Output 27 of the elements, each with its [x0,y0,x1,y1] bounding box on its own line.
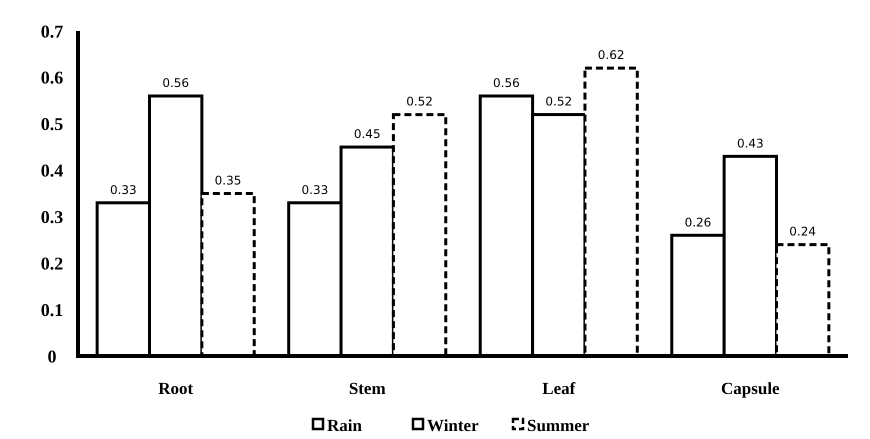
x-tick-label: Root [158,379,194,398]
y-tick-label: 0 [48,346,56,366]
data-label: 0.26 [684,215,712,230]
y-tick-label: 0.4 [40,160,64,181]
data-label: 0.33 [110,182,137,197]
y-tick-label: 0.3 [40,207,64,228]
data-label: 0.24 [789,224,816,239]
x-tick-label: Capsule [721,379,780,398]
y-tick-label: 0.7 [40,21,64,42]
x-tick-label: Stem [348,379,386,398]
data-label: 0.52 [545,94,572,109]
y-tick-label: 0.5 [40,114,64,134]
data-label: 0.43 [736,136,764,150]
data-label: 0.56 [493,76,520,90]
data-label: 0.45 [354,127,381,142]
legend-label: Summer [527,416,590,435]
data-label: 0.35 [214,174,242,188]
legend-label: Rain [327,416,362,435]
data-label: 0.56 [162,76,190,90]
legend-label: Winter [427,416,480,435]
y-tick-label: 0.6 [40,68,64,88]
y-tick-label: 0.1 [40,300,64,320]
y-tick-label: 0.2 [40,253,64,274]
data-label: 0.62 [598,48,624,62]
x-tick-label: Leaf [542,379,576,398]
data-label: 0.33 [302,182,328,197]
data-label: 0.52 [406,94,433,109]
